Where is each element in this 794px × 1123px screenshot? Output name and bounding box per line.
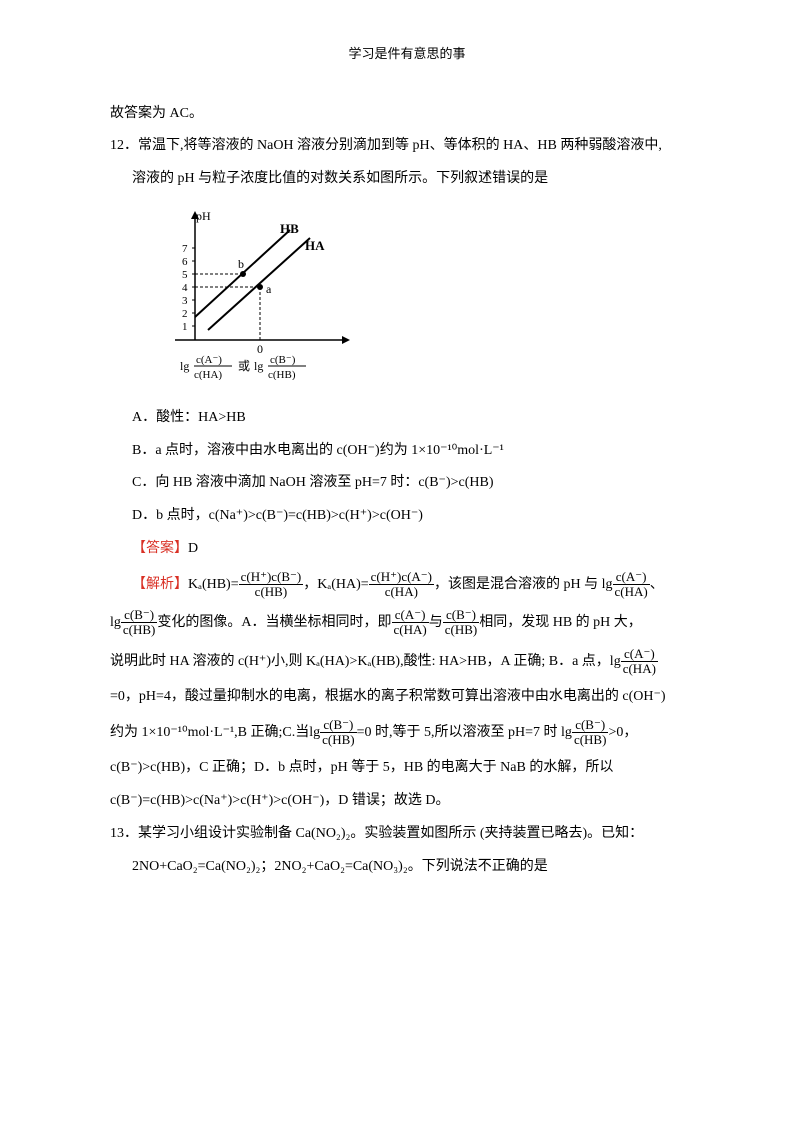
ytick-4: 4: [182, 282, 188, 294]
l2-tail: 相同，发现 HB 的 pH 大，: [479, 615, 642, 630]
frac6: c(B⁻)c(HB): [443, 608, 480, 638]
chart-svg: 1 2 3 4 5 6 7 pH HB HA a b: [160, 205, 370, 380]
xor: 或: [238, 359, 250, 373]
frac4: c(B⁻)c(HB): [121, 608, 158, 638]
explain-line2: lgc(B⁻)c(HB)变化的图像。A．当横坐标相同时，即c(A⁻)c(HA)与…: [110, 605, 704, 641]
ytick-1: 1: [182, 321, 188, 333]
xnum2: c(B⁻): [270, 354, 296, 366]
answer-line: 【答案】D: [110, 534, 704, 565]
ytick-6: 6: [182, 256, 188, 268]
answer-ac: 故答案为 AC。: [110, 99, 704, 130]
explain-line6: c(B⁻)>c(HB)，C 正确；D．b 点时，pH 等于 5，HB 的电离大于…: [110, 753, 704, 784]
l3-text: 说明此时 HA 溶液的 c(H⁺)小,则 Kₐ(HA)>Kₐ(HB),酸性: H…: [110, 654, 621, 669]
origin-label: 0: [257, 342, 263, 356]
q13-line1: 13．某学习小组设计实验制备 Ca(NO₂)₂。实验装置如图所示 (夹持装置已略…: [110, 819, 704, 850]
ka-ha: ，Kₐ(HA)=: [303, 577, 368, 592]
ytick-5: 5: [182, 269, 188, 281]
ytick-7: 7: [182, 243, 188, 255]
frac2: c(H⁺)c(A⁻)c(HA): [369, 570, 434, 600]
frac9: c(B⁻)c(HB): [572, 718, 609, 748]
exp-t1: ，该图是混合溶液的 pH 与 lg: [434, 577, 613, 592]
explain-line7: c(B⁻)=c(HB)>c(Na⁺)>c(H⁺)>c(OH⁻)，D 错误；故选 …: [110, 786, 704, 817]
l2-with: 与: [429, 615, 443, 630]
option-d: D．b 点时，c(Na⁺)>c(B⁻)=c(HB)>c(H⁺)>c(OH⁻): [110, 501, 704, 532]
label-ha: HA: [305, 238, 325, 253]
point-b: b: [238, 257, 244, 271]
frac3: c(A⁻)c(HA): [613, 570, 650, 600]
xden1: c(HA): [194, 369, 222, 380]
frac1: c(H⁺)c(B⁻)c(HB): [239, 570, 304, 600]
page-header: 学习是件有意思的事: [110, 40, 704, 69]
yaxis-label: pH: [196, 209, 211, 223]
frac7: c(A⁻)c(HA): [621, 647, 658, 677]
q12-line2: 溶液的 pH 与粒子浓度比值的对数关系如图所示。下列叙述错误的是: [110, 164, 704, 195]
l2-mid: 变化的图像。A．当横坐标相同时，即: [157, 615, 391, 630]
answer-value: D: [188, 541, 198, 556]
answer-label: 【答案】: [132, 541, 188, 556]
explain-line4: =0，pH=4，酸过量抑制水的电离，根据水的离子积常数可算出溶液中由水电离出的 …: [110, 682, 704, 713]
q13-line2: 2NO+CaO₂=Ca(NO₂)₂；2NO₂+CaO₂=Ca(NO₃)₂。下列说…: [110, 852, 704, 883]
l5-mid: =0 时,等于 5,所以溶液至 pH=7 时 lg: [357, 725, 572, 740]
explain-line3: 说明此时 HA 溶液的 c(H⁺)小,则 Kₐ(HA)>Kₐ(HB),酸性: H…: [110, 644, 704, 680]
xden2: c(HB): [268, 369, 296, 380]
l2-pre: lg: [110, 615, 121, 630]
xlg1: lg: [180, 359, 189, 373]
frac8: c(B⁻)c(HB): [320, 718, 357, 748]
option-a: A．酸性：HA>HB: [110, 403, 704, 434]
exp-t1b: 、: [650, 577, 664, 592]
l5-tail: >0，: [608, 725, 637, 740]
ka-hb: Kₐ(HB)=: [188, 577, 239, 592]
ytick-3: 3: [182, 295, 188, 307]
q12-line1: 12．常温下,将等溶液的 NaOH 溶液分别滴加到等 pH、等体积的 HA、HB…: [110, 131, 704, 162]
option-b: B．a 点时，溶液中由水电离出的 c(OH⁻)约为 1×10⁻¹⁰mol·L⁻¹: [110, 436, 704, 467]
frac5: c(A⁻)c(HA): [392, 608, 429, 638]
explain-line1: 【解析】Kₐ(HB)=c(H⁺)c(B⁻)c(HB)，Kₐ(HA)=c(H⁺)c…: [110, 567, 704, 603]
chart-figure: 1 2 3 4 5 6 7 pH HB HA a b: [160, 205, 704, 393]
point-a: a: [266, 282, 272, 296]
xnum1: c(A⁻): [196, 354, 222, 366]
explain-label: 【解析】: [132, 577, 188, 592]
explain-line5: 约为 1×10⁻¹⁰mol·L⁻¹,B 正确;C.当lgc(B⁻)c(HB)=0…: [110, 715, 704, 751]
ytick-2: 2: [182, 308, 188, 320]
xlg2: lg: [254, 359, 263, 373]
label-hb: HB: [280, 221, 299, 236]
option-c: C．向 HB 溶液中滴加 NaOH 溶液至 pH=7 时：c(B⁻)>c(HB): [110, 468, 704, 499]
l5-pre: 约为 1×10⁻¹⁰mol·L⁻¹,B 正确;C.当lg: [110, 725, 320, 740]
